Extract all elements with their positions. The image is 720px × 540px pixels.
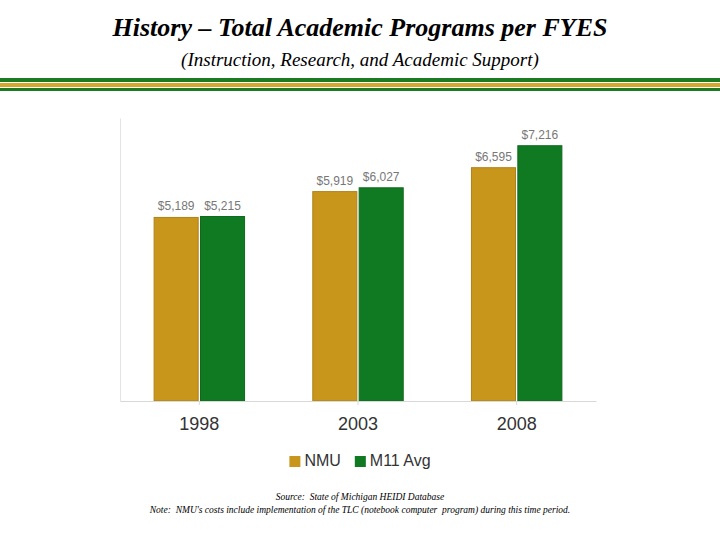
legend-swatch (289, 456, 300, 467)
x-tick-label: 2003 (338, 414, 378, 434)
data-label: $7,216 (522, 128, 559, 142)
bar (518, 146, 562, 401)
x-tick-mark (199, 401, 200, 405)
data-label: $6,595 (475, 150, 512, 164)
data-label: $6,027 (363, 170, 400, 184)
legend: NMU M11 Avg (289, 452, 430, 469)
bar (471, 168, 515, 401)
footnote: Note: NMU's costs include implementation… (149, 505, 570, 516)
data-label: $5,189 (158, 199, 195, 213)
source-note: Source: State of Michigan HEIDI Database (276, 492, 445, 502)
y-axis-line (120, 119, 121, 402)
y-axis (120, 119, 121, 402)
x-tick-label: 1998 (179, 414, 219, 434)
x-axis: 1998 2003 2008 (121, 401, 597, 434)
data-label: $5,215 (204, 199, 241, 213)
x-tick: 2003 (338, 401, 378, 434)
header-stripe (0, 88, 720, 91)
bar (359, 188, 403, 401)
x-tick-mark (516, 401, 517, 405)
x-tick: 1998 (179, 401, 219, 434)
legend-item: NMU (289, 452, 340, 469)
x-tick-label: 2008 (497, 414, 537, 434)
subtitle: (Instruction, Research, and Academic Sup… (181, 49, 539, 71)
bar (313, 192, 357, 401)
data-labels: $5,189 $5,919 $6,595 $5,215 $6,027 $7,216 (158, 128, 559, 214)
title: History – Total Academic Programs per FY… (112, 13, 608, 42)
data-label: $5,919 (316, 174, 353, 188)
legend-label: M11 Avg (370, 452, 431, 469)
legend-label: NMU (304, 452, 340, 469)
header-stripe (0, 78, 720, 82)
bars (154, 146, 562, 401)
legend-swatch (355, 456, 366, 467)
bar (200, 217, 244, 401)
legend-item: M11 Avg (355, 452, 431, 469)
x-tick: 2008 (497, 401, 537, 434)
bar (154, 217, 198, 401)
header-stripe (0, 83, 720, 87)
x-tick-mark (358, 401, 359, 405)
chart: History – Total Academic Programs per FY… (0, 0, 720, 540)
annotations: Source: State of Michigan HEIDI Database… (149, 492, 570, 516)
